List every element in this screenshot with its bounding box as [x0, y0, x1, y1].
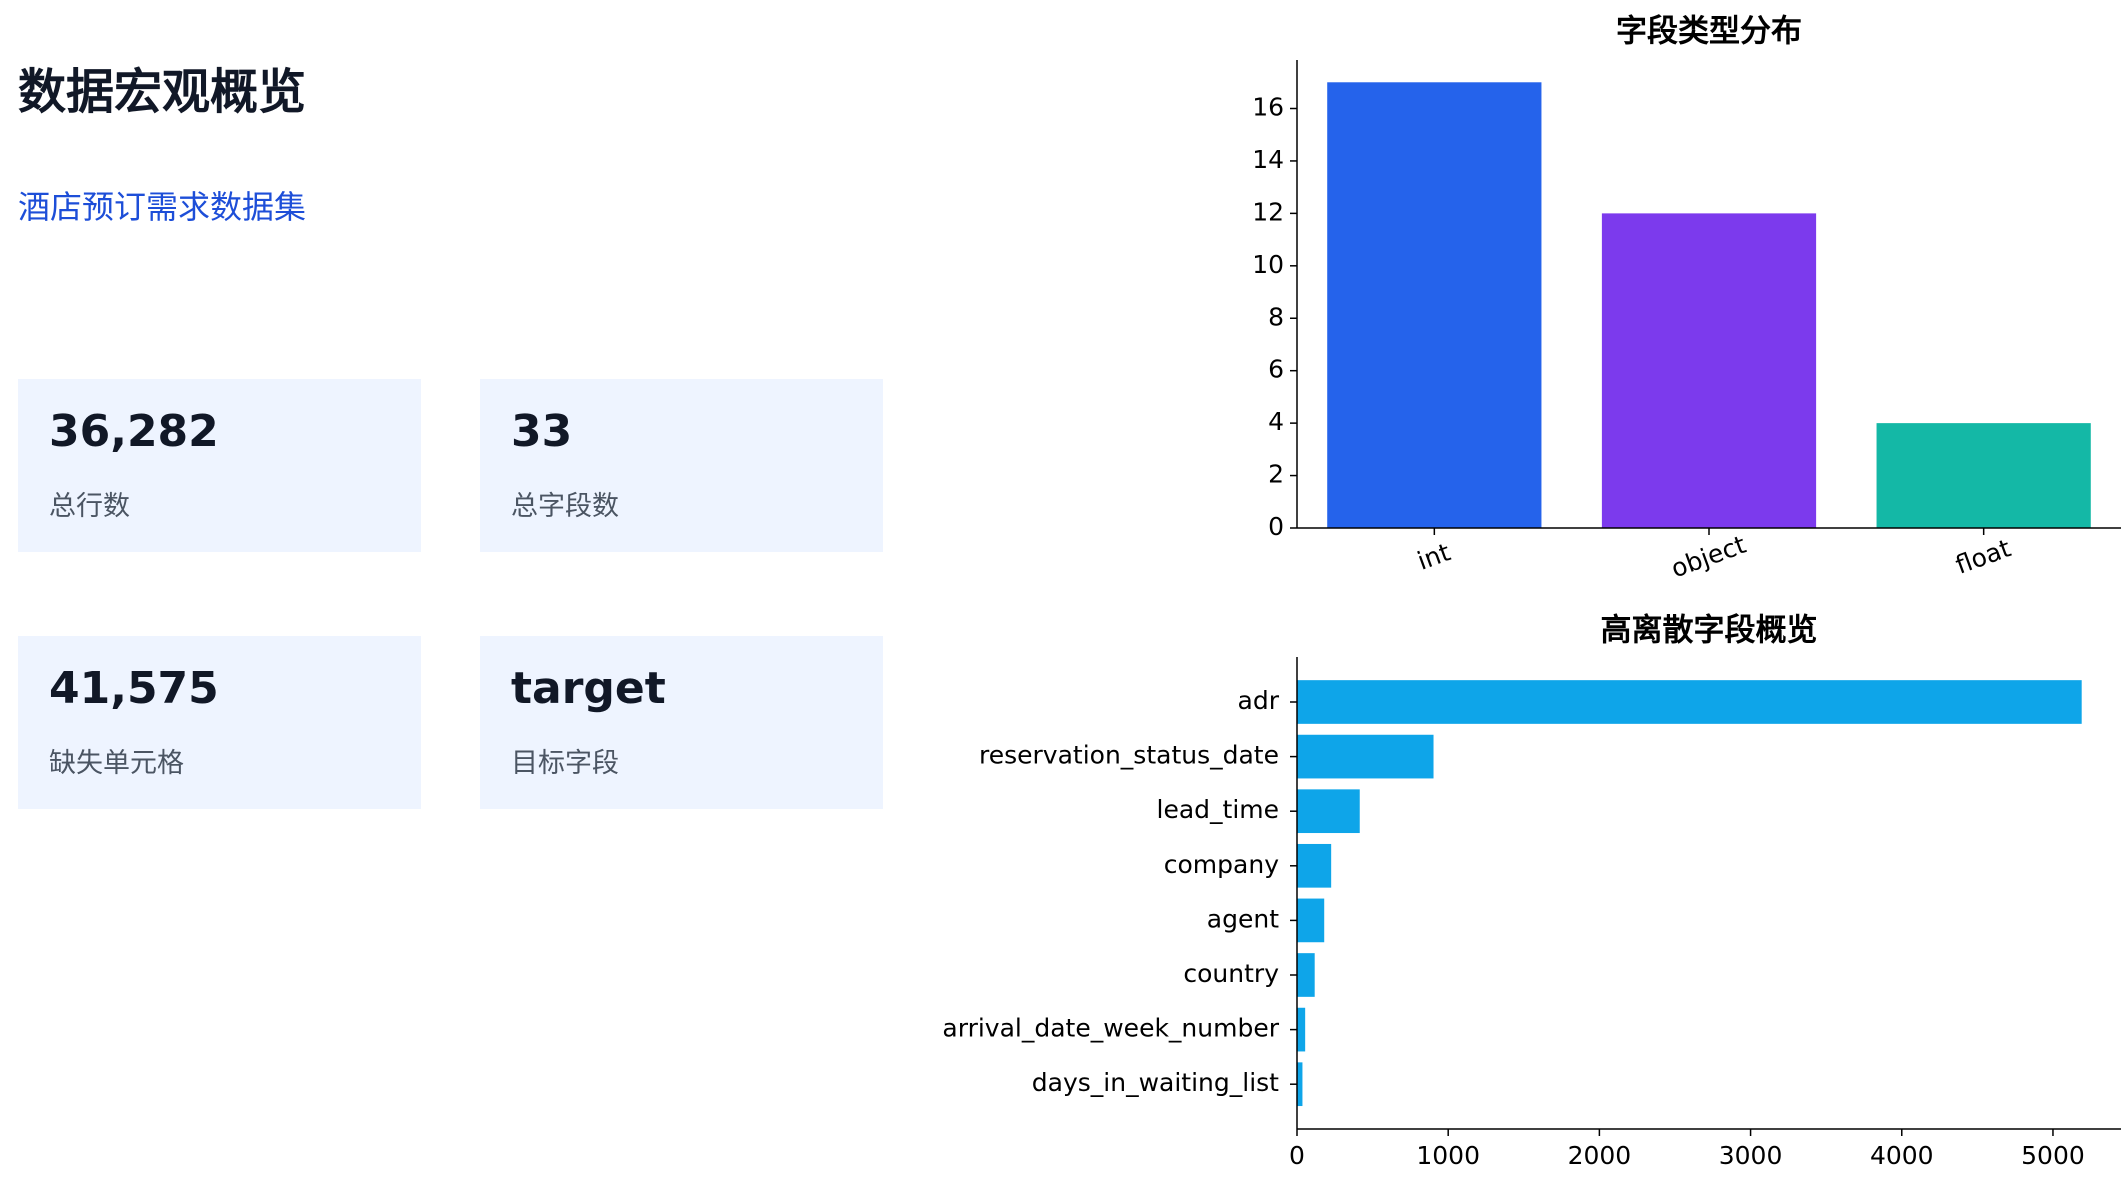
y-tick-label: 6	[1268, 355, 1284, 384]
y-tick-label: 2	[1268, 460, 1284, 489]
y-tick-label: company	[1164, 850, 1279, 879]
chart-title: 高离散字段概览	[1601, 613, 1818, 649]
bar	[1601, 213, 1817, 528]
subtitle: 酒店预订需求数据集	[18, 188, 307, 226]
x-tick-label: 3000	[1719, 1141, 1783, 1170]
stat-card: 41,575 缺失单元格	[18, 636, 421, 809]
bar	[1297, 789, 1360, 834]
x-tick-label: 5000	[2021, 1141, 2085, 1170]
y-tick-label: lead_time	[1157, 795, 1280, 824]
x-tick-label: float	[1952, 533, 2015, 580]
x-tick-label: 2000	[1568, 1141, 1632, 1170]
y-tick-label: agent	[1207, 904, 1279, 933]
bar	[1297, 680, 2082, 724]
stat-value: 33	[511, 406, 573, 457]
x-tick-label: 0	[1289, 1141, 1305, 1170]
bar	[1297, 843, 1332, 888]
bar	[1297, 898, 1325, 943]
y-tick-label: arrival_date_week_number	[942, 1014, 1279, 1043]
y-tick-label: 8	[1268, 302, 1284, 331]
y-tick-label: days_in_waiting_list	[1032, 1068, 1279, 1097]
stat-card: 36,282 总行数	[18, 379, 421, 552]
y-tick-label: 12	[1252, 197, 1284, 226]
stat-label: 总字段数	[511, 491, 619, 522]
page-title: 数据宏观概览	[18, 64, 307, 120]
stat-label: 缺失单元格	[49, 748, 184, 779]
y-tick-label: 10	[1252, 250, 1284, 279]
stat-value: target	[511, 663, 666, 714]
stat-card: 33 总字段数	[480, 379, 883, 552]
y-tick-label: 0	[1268, 512, 1284, 541]
bar	[1297, 1007, 1306, 1052]
y-tick-label: 16	[1252, 93, 1284, 122]
bar	[1297, 1062, 1303, 1107]
y-tick-label: country	[1183, 959, 1279, 988]
bar	[1297, 953, 1315, 997]
y-tick-label: 14	[1252, 145, 1284, 174]
x-tick-label: int	[1414, 537, 1455, 575]
x-tick-label: object	[1667, 530, 1749, 584]
x-tick-label: 1000	[1416, 1141, 1480, 1170]
y-tick-label: 4	[1268, 407, 1284, 436]
bar	[1876, 423, 2091, 528]
stat-label: 总行数	[49, 491, 130, 522]
y-tick-label: reservation_status_date	[979, 741, 1279, 770]
chart-title: 字段类型分布	[1616, 14, 1802, 50]
stat-card: target 目标字段	[480, 636, 883, 809]
stat-value: 36,282	[49, 406, 219, 457]
y-tick-label: adr	[1238, 686, 1280, 715]
bar	[1297, 734, 1434, 779]
x-tick-label: 4000	[1870, 1141, 1934, 1170]
bar	[1327, 82, 1542, 529]
stat-value: 41,575	[49, 663, 219, 714]
stat-label: 目标字段	[511, 748, 619, 779]
